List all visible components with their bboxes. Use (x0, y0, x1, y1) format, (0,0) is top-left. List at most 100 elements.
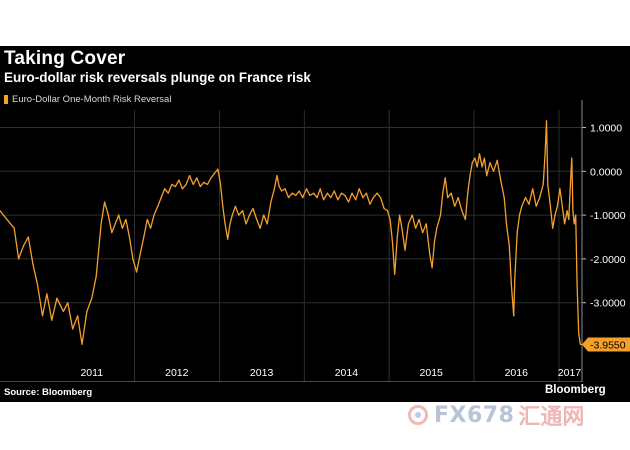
data-point (518, 214, 521, 216)
data-point (469, 175, 471, 177)
data-point (32, 262, 34, 264)
data-point (447, 197, 449, 199)
y-tick-label: -3.0000 (590, 298, 626, 310)
data-point (532, 188, 534, 190)
data-point (229, 223, 231, 225)
data-point (496, 159, 498, 161)
data-point (295, 194, 297, 196)
data-point (380, 197, 382, 199)
data-point (483, 157, 485, 159)
data-point (503, 197, 505, 199)
data-point (13, 227, 15, 229)
data-point (561, 205, 563, 207)
data-point (77, 315, 79, 317)
data-point (238, 214, 240, 216)
data-point (355, 199, 357, 201)
data-point (391, 240, 393, 242)
data-point (500, 179, 502, 181)
last-value-label: -3.9550 (590, 340, 626, 352)
data-point (365, 192, 367, 194)
data-point (219, 183, 222, 185)
data-point (276, 175, 278, 177)
data-point (464, 218, 466, 221)
x-tick-label: 2016 (505, 367, 529, 379)
data-point (174, 186, 176, 188)
data-point (206, 183, 209, 185)
data-point (46, 293, 48, 295)
data-point (111, 232, 113, 234)
data-point (351, 192, 353, 194)
data-point (564, 223, 566, 225)
data-point (51, 319, 53, 321)
data-point (436, 227, 438, 229)
data-point (0, 210, 1, 212)
data-point (22, 245, 25, 247)
data-point (164, 188, 166, 190)
data-point (439, 214, 442, 216)
watermark-brand: FX678 (434, 402, 515, 428)
data-point (330, 197, 332, 199)
data-point (72, 328, 74, 330)
data-point (578, 332, 580, 334)
data-point (461, 210, 463, 212)
data-point (222, 205, 224, 207)
data-point (514, 275, 516, 277)
data-point (319, 188, 321, 190)
x-tick-label: 2017 (558, 367, 582, 379)
chart-legend: Euro-Dollar One-Month Risk Reversal (4, 94, 171, 105)
y-tick-label: -1.0000 (590, 210, 626, 222)
data-point (245, 223, 247, 225)
data-point (231, 214, 233, 216)
data-point (273, 188, 275, 190)
data-point (288, 197, 290, 199)
data-point (570, 179, 572, 181)
x-tick-label: 2012 (165, 367, 189, 379)
data-point (418, 218, 420, 221)
data-point (278, 186, 280, 188)
data-point (571, 157, 573, 159)
data-point (369, 203, 371, 205)
data-point (457, 197, 459, 199)
data-point (136, 271, 138, 273)
data-point (100, 223, 102, 225)
data-point (362, 197, 364, 199)
data-point (41, 315, 44, 317)
data-point (396, 236, 398, 238)
data-point (291, 192, 293, 194)
chart-title: Taking Cover (4, 48, 126, 69)
data-point (104, 201, 106, 203)
data-point (56, 297, 58, 299)
data-point (399, 214, 401, 216)
data-point (146, 218, 148, 221)
data-point (429, 253, 431, 256)
data-point (492, 170, 495, 172)
data-point (376, 192, 378, 194)
data-point (547, 183, 549, 185)
data-point (389, 218, 391, 221)
data-point (476, 166, 478, 168)
data-point (394, 273, 396, 275)
data-point (340, 192, 343, 194)
data-point (27, 236, 29, 238)
data-point (62, 310, 64, 312)
data-point (568, 218, 570, 221)
data-point (573, 223, 575, 225)
data-point (252, 207, 254, 210)
y-tick-label: -2.0000 (590, 254, 626, 266)
data-point (171, 183, 173, 185)
data-point (284, 188, 286, 190)
data-point (125, 218, 127, 221)
data-point (513, 315, 515, 317)
data-point (467, 192, 469, 194)
data-point (422, 232, 424, 234)
data-point (471, 162, 473, 164)
data-point (178, 179, 180, 181)
data-point (444, 177, 446, 179)
data-point (542, 183, 544, 185)
data-point (576, 284, 578, 286)
data-point (323, 199, 325, 201)
data-point (150, 227, 152, 229)
data-point (227, 238, 229, 240)
source-note: Source: Bloomberg (4, 387, 93, 398)
data-point (386, 210, 389, 212)
